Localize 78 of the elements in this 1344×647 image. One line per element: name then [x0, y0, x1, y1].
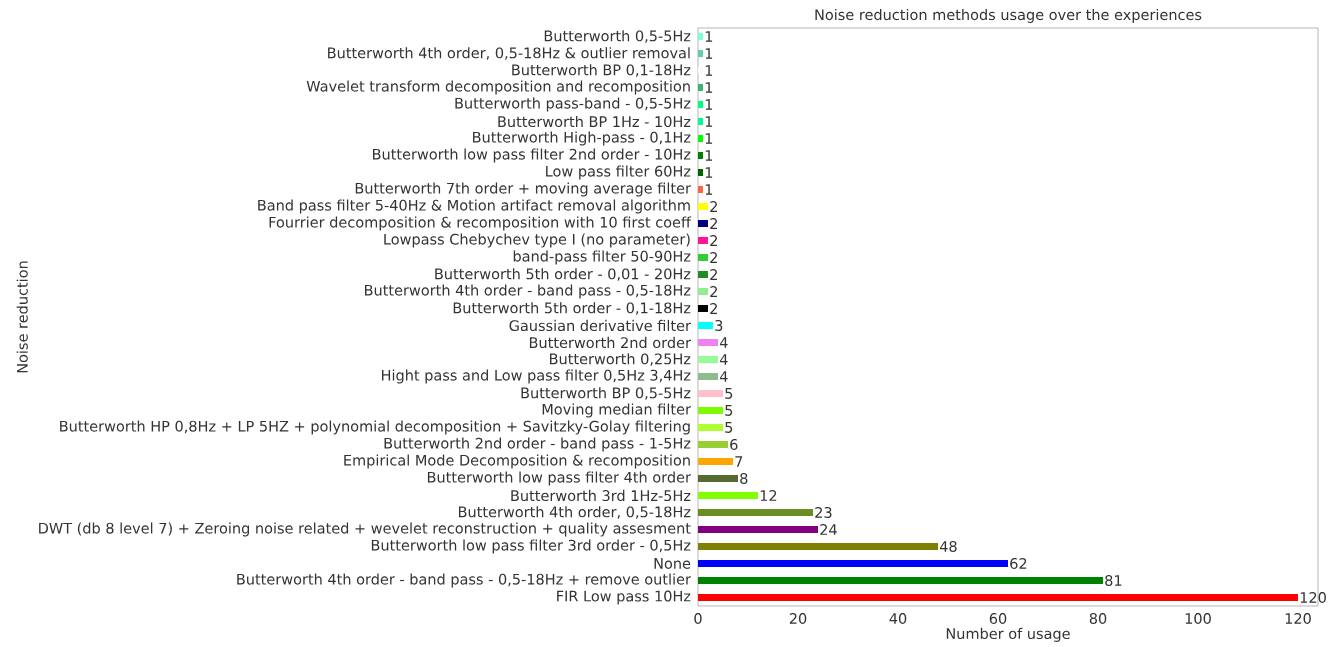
y-tick-label: Empirical Mode Decomposition & recomposition: [344, 454, 690, 469]
y-tick-label: Butterworth BP 0,1-18Hz: [512, 64, 691, 77]
data-label: 81: [1105, 575, 1122, 586]
data-label: 1: [705, 116, 713, 127]
y-tick-label: Butterworth 5th order - 0,1-18Hz: [453, 302, 691, 315]
y-tick-label: Butterworth 3rd 1Hz-5Hz: [511, 489, 691, 502]
data-label: 2: [710, 303, 717, 314]
y-tick-label: Butterworth 4th order, 0,5-18Hz & outlier removal: [328, 47, 690, 60]
y-tick-label: Butterworth HP 0,8Hz + LP 5HZ + polynomial decomposition + Savitzky-Golay filtering: [60, 420, 690, 435]
data-label: 1: [705, 48, 713, 59]
y-tick-label: band-pass filter 50-90Hz: [513, 250, 691, 265]
x-tick-label: 20: [789, 613, 807, 624]
data-label: 4: [719, 371, 728, 382]
data-label: 120: [1300, 592, 1326, 603]
data-label: 5: [725, 388, 733, 399]
data-label: 2: [710, 252, 717, 263]
data-label: 1: [705, 99, 713, 110]
x-axis-title: Number of usage: [946, 627, 1070, 642]
data-label: 2: [710, 235, 717, 246]
data-label: 4: [719, 354, 728, 365]
x-tick-label: 100: [1185, 613, 1211, 624]
y-tick-label: Moving median filter: [542, 403, 691, 418]
y-tick-label: Band pass filter 5-40Hz & Motion artifact removal algorithm: [258, 199, 690, 214]
y-tick-label: Butterworth 0,5-5Hz: [544, 30, 691, 43]
data-label: 1: [705, 167, 713, 178]
y-tick-label: Butterworth 5th order - 0,01 - 20Hz: [435, 268, 691, 281]
y-tick-label: Butterworth low pass filter 2nd order - 10Hz: [373, 148, 691, 163]
data-label: 24: [820, 524, 837, 535]
data-label: 6: [730, 439, 738, 450]
data-label: 48: [939, 541, 957, 552]
y-tick-label: Hight pass and Low pass filter 0,5Hz 3,4Hz: [382, 369, 691, 384]
data-label: 1: [705, 31, 713, 42]
data-label: 1: [705, 65, 713, 76]
y-tick-label: Wavelet transform decomposition and recomposition: [306, 80, 690, 95]
data-label: 2: [710, 269, 717, 280]
x-tick-label: 60: [989, 613, 1007, 624]
y-tick-label: Butterworth 0,25Hz: [550, 353, 691, 366]
y-tick-label: Fourrier decomposition & recomposition with 10 first coeff: [269, 216, 692, 231]
data-label: 3: [715, 320, 723, 331]
y-tick-label: Butterworth 2nd order - band pass - 1-5Hz: [384, 437, 691, 452]
y-tick-label: FIR Low pass 10Hz: [557, 590, 691, 605]
y-tick-label: Butterworth BP 1Hz - 10Hz: [498, 115, 691, 128]
y-tick-label: Butterworth 4th order - band pass - 0,5-18Hz + remove outlier: [237, 573, 691, 588]
x-tick-label: 120: [1285, 613, 1311, 624]
y-tick-label: None: [654, 558, 691, 569]
y-tick-label: Butterworth 7th order + moving average filter: [355, 182, 691, 197]
data-label: 2: [710, 201, 717, 212]
data-label: 1: [705, 82, 713, 93]
data-label: 23: [815, 507, 832, 518]
y-tick-label: Butterworth pass-band - 0,5-5Hz: [455, 97, 691, 112]
data-label: 7: [735, 456, 743, 467]
y-tick-label: Butterworth BP 0,5-5Hz: [521, 387, 691, 400]
data-label: 1: [705, 150, 713, 161]
y-tick-label: DWT (db 8 level 7) + Zeroing noise related + wevelet reconstruction + quality assesment: [39, 522, 691, 537]
x-tick-label: 0: [694, 613, 702, 624]
data-label: 1: [705, 184, 713, 195]
y-tick-label: Butterworth High-pass - 0,1Hz: [473, 131, 691, 146]
x-tick-label: 40: [889, 613, 907, 624]
data-label: 5: [725, 405, 733, 416]
chart-title: Noise reduction methods usage over the experiences: [815, 8, 1202, 23]
y-tick-label: Butterworth 4th order - band pass - 0,5-18Hz: [365, 284, 691, 299]
x-tick-label: 80: [1089, 613, 1107, 624]
y-tick-label: Butterworth low pass filter 4th order: [427, 471, 691, 486]
y-tick-label: Low pass filter 60Hz: [546, 165, 691, 180]
data-label: 4: [719, 337, 728, 348]
data-label: 5: [725, 422, 733, 433]
data-label: 1: [705, 133, 713, 144]
y-tick-label: Lowpass Chebychev type I (no parameter): [384, 233, 690, 248]
y-tick-label: Butterworth 2nd order: [529, 336, 691, 349]
y-tick-label: Butterworth low pass filter 3rd order - 0,5Hz: [371, 539, 691, 554]
y-tick-label: Gaussian derivative filter: [509, 319, 691, 332]
data-label: 2: [710, 286, 717, 297]
y-axis-title: Noise reduction: [16, 261, 28, 373]
data-label: 2: [710, 218, 717, 229]
y-tick-label: Butterworth 4th order, 0,5-18Hz: [458, 506, 691, 519]
data-label: 62: [1010, 558, 1027, 569]
data-label: 8: [740, 473, 748, 484]
data-label: 12: [760, 490, 777, 501]
